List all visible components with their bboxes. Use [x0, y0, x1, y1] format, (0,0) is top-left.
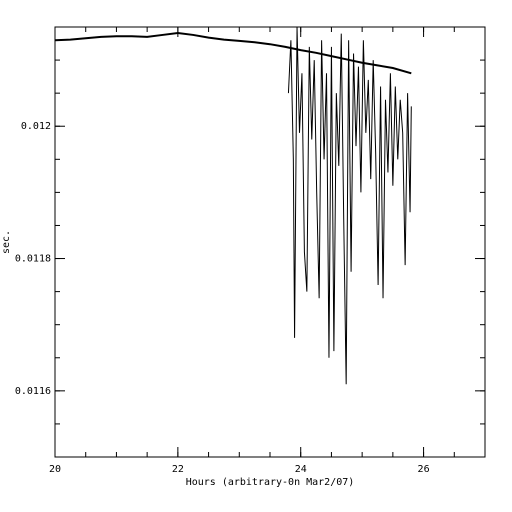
x-axis-label: Hours (arbitrary-0n Mar2/07)	[186, 477, 355, 488]
data-line	[287, 26, 412, 385]
y-axis-label: sec.	[1, 230, 12, 254]
x-tick-label: 26	[418, 464, 430, 475]
y-tick-label: 0.0118	[15, 254, 51, 265]
x-tick-label: 24	[295, 464, 307, 475]
data-line	[54, 31, 412, 75]
plot-frame	[54, 26, 486, 458]
y-tick-label: 0.012	[21, 121, 51, 132]
y-tick-label: 0.0116	[15, 386, 51, 397]
x-tick-label: 20	[49, 464, 61, 475]
x-tick-label: 22	[172, 464, 184, 475]
